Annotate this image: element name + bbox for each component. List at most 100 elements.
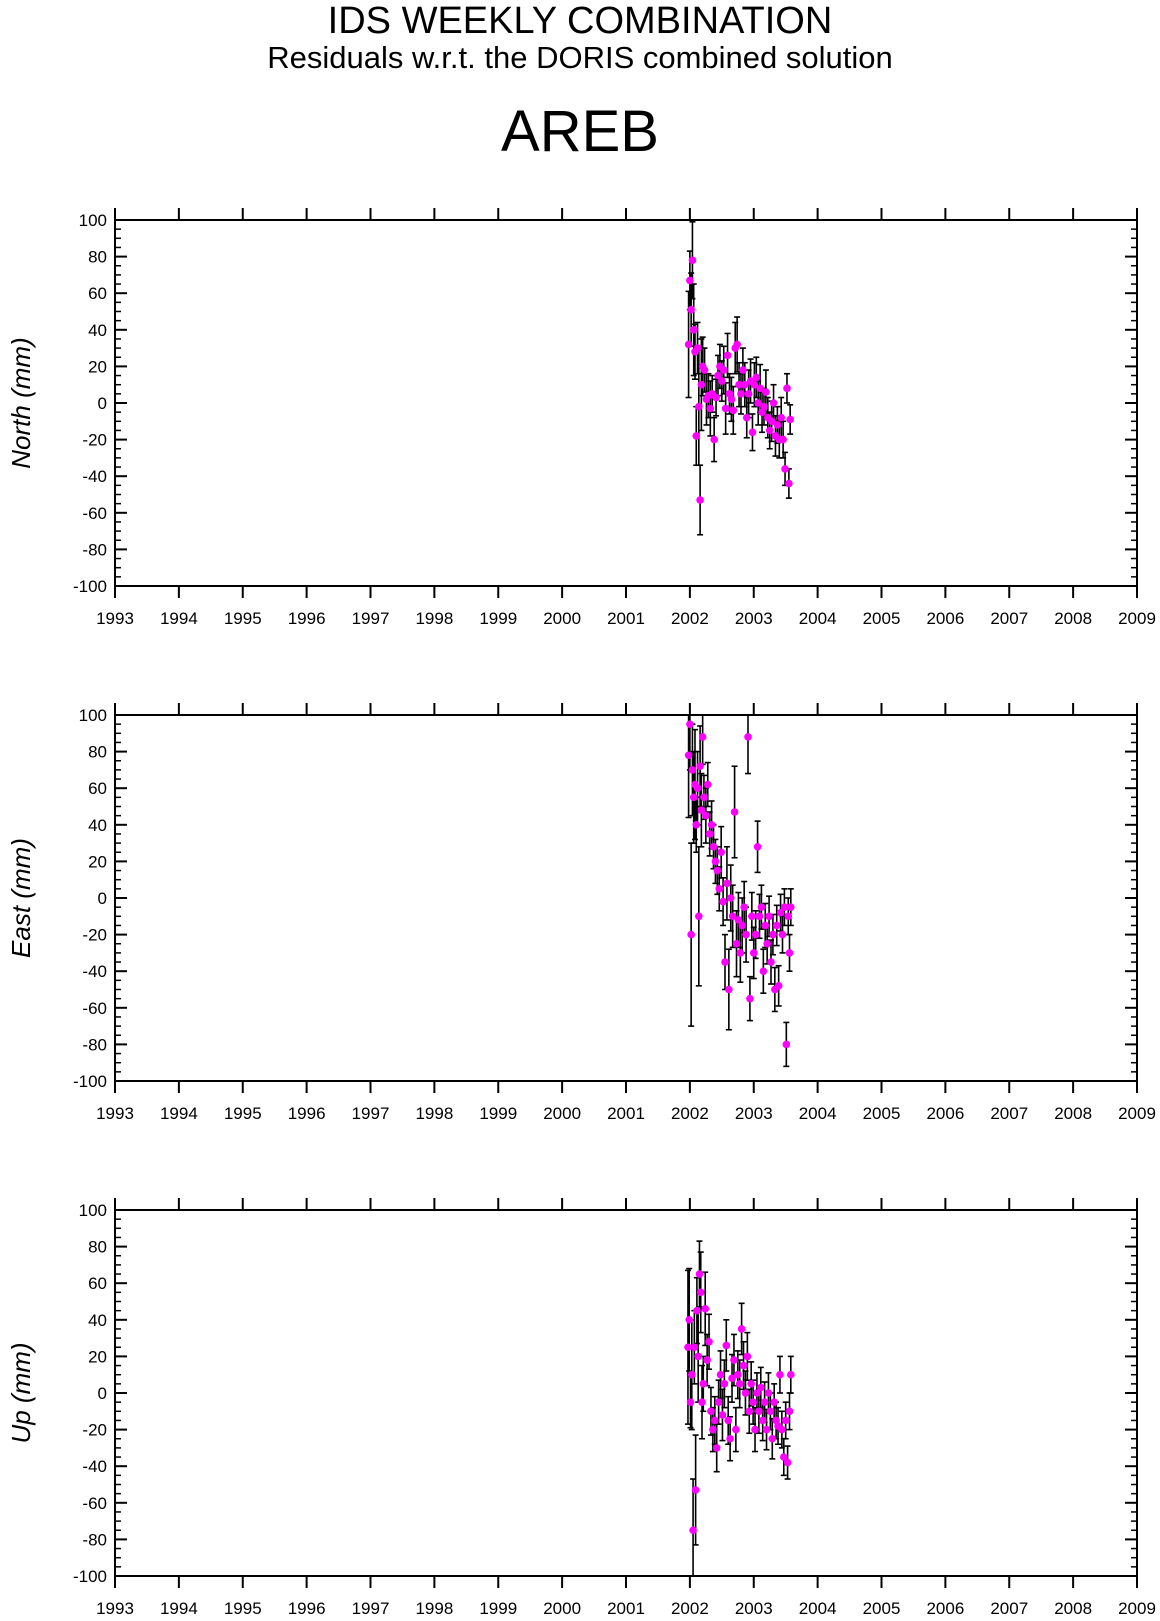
east-data-point	[785, 949, 794, 957]
up-ytick-label: 60	[88, 1274, 107, 1293]
east-panel: -100 -80 -60 -40 -20 0 20 40 60 80 100 1993 1994 1995…	[6, 703, 1156, 1123]
east-data-point	[692, 821, 701, 829]
up-data-point	[730, 1356, 738, 1364]
up-data-point	[732, 1425, 740, 1434]
up-xtick-label: 1996	[288, 1599, 326, 1618]
east-data-point	[719, 897, 727, 906]
up-data-point	[722, 1341, 731, 1350]
east-xtick-label: 2003	[735, 1104, 773, 1123]
up-panel: -100 -80 -60 -40 -20 0 20 40 60 80 100 1993 1994 1995…	[6, 1198, 1156, 1618]
north-data-point	[785, 479, 793, 488]
north-data-point	[719, 366, 728, 374]
up-data-point	[785, 1407, 794, 1416]
north-xtick-label: 1996	[288, 609, 326, 628]
north-data-point	[786, 415, 794, 424]
north-data-point	[729, 406, 738, 415]
north-data-point	[769, 399, 778, 407]
east-ytick-label: 80	[88, 743, 107, 762]
north-data-point	[686, 276, 694, 285]
east-data-point	[774, 982, 783, 990]
east-data-point	[696, 762, 704, 771]
up-data-point	[698, 1398, 706, 1406]
east-data-point	[715, 885, 724, 893]
north-xtick-label: 2004	[799, 609, 837, 628]
up-xtick-label: 2003	[735, 1599, 773, 1618]
north-data-point	[752, 373, 761, 382]
up-xtick-label: 1994	[160, 1599, 198, 1618]
east-ytick-label: -60	[82, 999, 107, 1018]
east-xtick-label: 2006	[926, 1104, 964, 1123]
east-xtick-label: 2002	[671, 1104, 709, 1123]
up-data-point	[696, 1288, 705, 1297]
north-data-point	[750, 380, 759, 389]
north-data-point	[735, 380, 743, 389]
up-xtick-label: 2007	[990, 1599, 1028, 1618]
east-xtick-label: 1994	[160, 1104, 198, 1123]
up-data-point	[737, 1325, 746, 1333]
north-ytick-label: 100	[79, 211, 107, 230]
east-data-point	[786, 903, 795, 911]
east-data-point	[734, 916, 743, 924]
north-ytick-label: 80	[88, 248, 107, 267]
east-data-point	[748, 912, 756, 921]
up-data-point	[751, 1425, 759, 1434]
east-data-point	[767, 958, 775, 966]
north-data-point	[777, 413, 786, 422]
up-xtick-label: 2008	[1054, 1599, 1092, 1618]
east-data-point	[705, 830, 714, 838]
north-data-point	[727, 395, 736, 404]
up-data-point	[714, 1398, 723, 1406]
north-ytick-label: -100	[73, 577, 107, 596]
east-data-point	[728, 912, 737, 921]
up-data-point	[783, 1458, 792, 1467]
north-ytick-label: 60	[88, 284, 107, 303]
up-data-point	[726, 1434, 734, 1443]
north-data-point	[684, 340, 693, 349]
station-name: AREB	[501, 99, 659, 164]
east-xtick-label: 1993	[96, 1104, 134, 1123]
up-data-point	[690, 1343, 699, 1352]
up-data-point	[733, 1370, 742, 1379]
north-data-point	[721, 404, 730, 413]
north-data-point	[756, 384, 764, 393]
north-ytick-label: 0	[98, 394, 107, 413]
east-data-point	[744, 733, 752, 741]
east-xtick-label: 2001	[607, 1104, 645, 1123]
north-xtick-label: 1999	[479, 609, 517, 628]
up-data-point	[770, 1398, 778, 1406]
up-data-point	[755, 1407, 763, 1416]
up-data-point	[689, 1526, 697, 1535]
north-data-point	[714, 371, 722, 380]
up-data-point	[779, 1453, 788, 1461]
north-xtick-label: 2007	[990, 609, 1028, 628]
up-data-point	[716, 1370, 725, 1379]
up-data-point	[786, 1370, 795, 1379]
north-xtick-label: 1993	[96, 609, 134, 628]
east-ytick-label: 0	[98, 889, 107, 908]
east-data-point	[769, 930, 777, 939]
up-data-point	[705, 1337, 713, 1346]
up-ytick-label: 80	[88, 1238, 107, 1257]
east-data-point	[725, 985, 733, 994]
north-data-point	[781, 465, 789, 473]
north-data-point	[741, 380, 749, 389]
north-data-point	[748, 428, 757, 437]
up-data-point	[728, 1374, 736, 1383]
east-data-point	[698, 733, 707, 741]
up-data-point	[747, 1380, 755, 1388]
north-data-point	[765, 426, 774, 435]
north-xtick-label: 1997	[352, 609, 390, 628]
east-data-point	[753, 842, 762, 851]
east-data-point	[738, 921, 747, 930]
chart-title: IDS WEEKLY COMBINATION	[327, 0, 833, 42]
up-data-point	[710, 1416, 719, 1425]
up-xtick-label: 1997	[352, 1599, 390, 1618]
north-data-point	[762, 388, 770, 396]
up-data-point	[766, 1407, 775, 1416]
up-xtick-label: 2002	[671, 1599, 709, 1618]
east-data-point	[717, 848, 725, 857]
up-data-point	[768, 1434, 777, 1443]
east-data-point	[693, 784, 702, 792]
east-xtick-label: 2007	[990, 1104, 1028, 1123]
up-data-point	[695, 1270, 704, 1278]
